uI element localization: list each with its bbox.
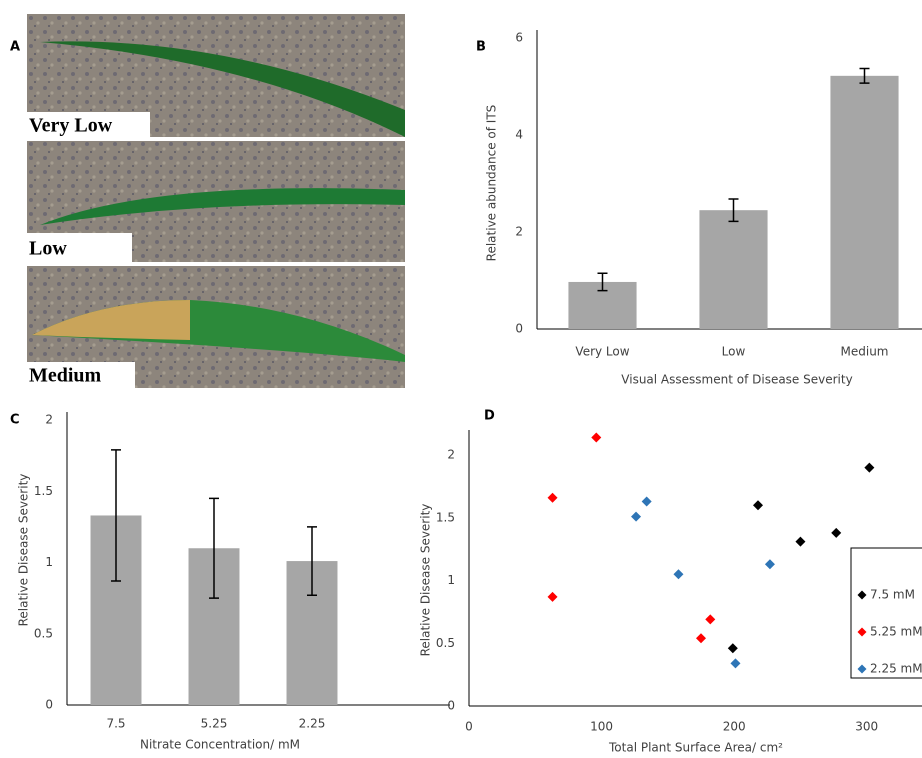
error-bar (209, 497, 219, 599)
x-tick-label: 200 (723, 720, 746, 734)
point (631, 511, 642, 522)
point (753, 500, 764, 511)
y-tick-label: 2 (45, 413, 53, 427)
x-axis-title: Total Plant Surface Area/ cm² (608, 741, 783, 755)
severity-label: Very Low (29, 115, 113, 137)
error-bar (859, 67, 870, 84)
y-axis-title: Relative Disease Severity (419, 504, 433, 657)
error-bar (111, 449, 121, 582)
y-axis-title: Relative abundance of ITS (485, 105, 499, 262)
panel-letter: B (476, 40, 486, 55)
point (696, 633, 706, 644)
legend-marker (857, 664, 867, 674)
y-tick-label: 1.5 (34, 484, 53, 498)
bar (830, 75, 899, 329)
legend-label: 7.5 mM (870, 588, 915, 602)
y-tick-label: 0.5 (34, 626, 53, 640)
leaf (40, 41, 405, 138)
x-tick-label: 5.25 (201, 717, 228, 731)
x-tick-label: 100 (590, 720, 613, 734)
y-tick-label: 0 (515, 322, 523, 336)
x-axis-title: Nitrate Concentration/ mM (140, 738, 300, 752)
error-bar (307, 526, 317, 597)
x-tick-label: Very Low (575, 345, 629, 359)
panel-a: A Very Low Low Medium (10, 14, 405, 388)
x-tick-label: Medium (841, 345, 889, 359)
y-tick-label: 0 (447, 699, 455, 713)
point (864, 462, 875, 473)
severity-label: Low (29, 238, 67, 260)
x-tick-label: 0 (465, 720, 473, 734)
point (764, 559, 775, 570)
panel-letter: C (10, 413, 20, 428)
label-box (27, 112, 150, 137)
x-tick-label: 7.5 (106, 717, 125, 731)
point (547, 492, 558, 503)
legend (850, 547, 922, 679)
y-tick-label: 0 (45, 698, 53, 712)
y-tick-label: 1 (447, 573, 455, 587)
error-bar (597, 272, 608, 292)
legend-marker (857, 590, 867, 600)
legend-marker (857, 627, 867, 637)
leaf-lesion (32, 300, 190, 340)
bar (699, 210, 768, 329)
x-axis-title: Visual Assessment of Disease Severity (621, 373, 852, 387)
x-tick-label: 300 (855, 720, 878, 734)
label-box (27, 233, 132, 262)
point (795, 536, 806, 547)
point (831, 527, 842, 538)
y-tick-label: 2 (447, 448, 455, 462)
y-tick-label: 2 (515, 225, 523, 239)
y-tick-label: 0.5 (436, 636, 455, 650)
point (727, 643, 738, 654)
panel-letter: D (484, 409, 495, 424)
x-tick-label: Low (722, 345, 746, 359)
error-bar (728, 198, 739, 223)
label-box (27, 362, 135, 388)
legend-label: 5.25 mM (870, 625, 922, 639)
x-tick-label: 2.25 (299, 717, 326, 731)
point (591, 432, 602, 443)
point (730, 658, 741, 669)
panel-letter: A (10, 40, 20, 55)
point (705, 614, 716, 625)
y-tick-label: 6 (515, 31, 523, 45)
y-axis-title: Relative Disease Severity (17, 474, 31, 627)
y-tick-label: 1.5 (436, 510, 455, 524)
y-tick-label: 4 (515, 128, 523, 142)
leaf (40, 188, 405, 225)
point (547, 591, 558, 602)
legend-label: 2.25 mM (870, 662, 922, 676)
severity-label: Medium (29, 365, 102, 387)
y-tick-label: 1 (45, 555, 53, 569)
point (641, 496, 652, 507)
point (673, 569, 684, 580)
